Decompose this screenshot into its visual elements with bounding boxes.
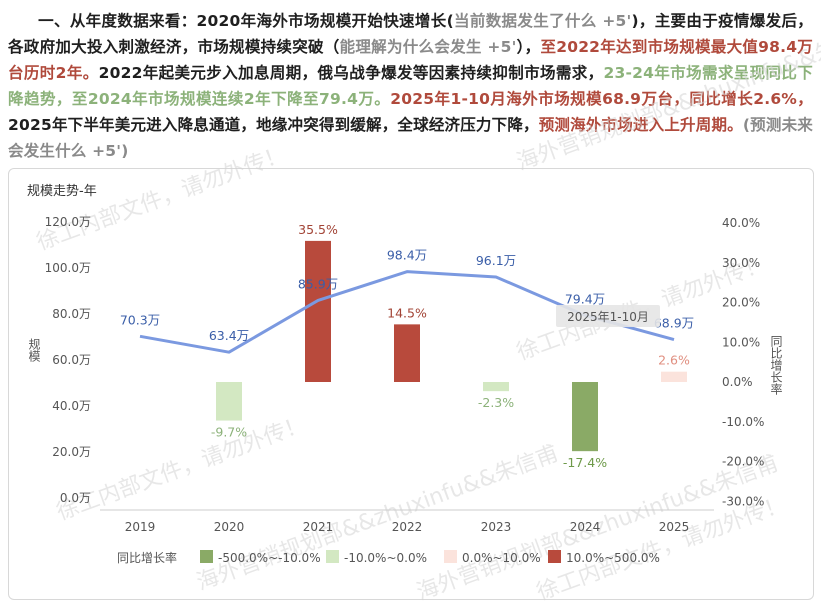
growth-bar: [216, 382, 242, 421]
growth-bar-label: 35.5%: [298, 222, 338, 237]
left-axis-tick: 120.0万: [45, 215, 91, 229]
x-axis-tick: 2024: [570, 520, 601, 534]
watermark-text: 海外营销规划部&&zhuxinfu&&朱信甫: [514, 21, 821, 175]
legend-item-label: -500.0%~-10.0%: [218, 551, 321, 565]
x-axis-tick: 2025: [659, 520, 690, 534]
growth-bar-label: -2.3%: [478, 395, 514, 410]
x-axis-tick: 2021: [303, 520, 334, 534]
paragraph-segment: 预测海外市场进入上升周期。: [538, 116, 743, 134]
right-axis-tick: -30.0%: [722, 494, 764, 508]
paragraph-segment: 2025年下半年美元进入降息通道，地缘冲突得到缓解，全球经济压力下降，: [8, 116, 539, 134]
paragraph-segment: (预测未来会发生什么 +5'): [8, 116, 813, 160]
x-axis-tick: 2020: [214, 520, 245, 534]
left-axis-title: 规模: [27, 337, 41, 362]
growth-bar: [661, 371, 687, 382]
growth-bar: [572, 382, 598, 452]
chart-frame: [8, 168, 814, 600]
x-axis-tick: 2019: [125, 520, 156, 534]
left-axis-tick: 80.0万: [52, 307, 91, 321]
growth-bar-label: -17.4%: [563, 455, 607, 470]
x-axis-tick: 2023: [481, 520, 512, 534]
paragraph-segment: 能理解为什么会发生 +5': [339, 38, 517, 56]
watermark-text: 徐工内部文件，请勿外传！: [34, 142, 291, 256]
scale-label: 85.9万: [298, 276, 338, 291]
paragraph-segment: ），: [516, 38, 541, 56]
paragraph-segment: 2022年起美元步入加息周期，俄乌战争爆发等因素持续抑制市场需求，: [98, 64, 604, 82]
legend-swatch: [326, 550, 339, 563]
summary-paragraph: 一、从年度数据来看：2020年海外市场规模开始快速增长(当前数据发生了什么 +5…: [8, 8, 813, 164]
watermark-text: 徐工内部文件，请勿外传！: [54, 412, 311, 526]
growth-bar-label: 14.5%: [387, 305, 427, 320]
growth-bar: [483, 382, 509, 392]
paragraph-segment: 一、从年度数据来看：2020年海外市场规模开始快速增长(: [38, 12, 454, 30]
legend-title: 同比增长率: [117, 550, 177, 565]
left-axis-tick: 100.0万: [45, 261, 91, 275]
scale-label: 63.4万: [209, 328, 249, 343]
left-axis-tick: 60.0万: [52, 353, 91, 367]
paragraph-segment: 23-24年市场需求呈现同比下降趋势，至2024年市场规模连续2年下降至79.4…: [8, 64, 813, 108]
left-axis-tick: 40.0万: [52, 399, 91, 413]
scale-label: 98.4万: [387, 248, 427, 263]
paragraph-segment: 2025年1-10月海外市场规模68.9万台，同比增长2.6%，: [390, 90, 813, 108]
growth-bar: [394, 324, 420, 382]
legend-swatch: [548, 550, 561, 563]
legend-item-label: -10.0%~0.0%: [344, 551, 427, 565]
chart-title: 规模走势-年: [27, 184, 97, 199]
annotation-text: 2025年1-10月: [567, 310, 649, 324]
annotation-box: [556, 305, 660, 327]
x-axis-tick: 2022: [392, 520, 423, 534]
right-axis-title: 同比增长率: [769, 335, 783, 395]
legend-item-label: 0.0%~10.0%: [462, 551, 541, 565]
scale-label: 68.9万: [654, 316, 694, 331]
left-axis-tick: 20.0万: [52, 445, 91, 459]
right-axis-tick: -10.0%: [722, 415, 764, 429]
right-axis-tick: -20.0%: [722, 455, 764, 469]
legend-swatch: [444, 550, 457, 563]
legend-item-label: 10.0%~500.0%: [566, 551, 660, 565]
right-axis-tick: 0.0%: [722, 375, 753, 389]
right-axis-tick: 10.0%: [722, 335, 760, 349]
legend-swatch: [200, 550, 213, 563]
growth-bar: [305, 240, 331, 382]
right-axis-tick: 30.0%: [722, 256, 760, 270]
scale-label: 70.3万: [120, 312, 160, 327]
paragraph-segment: 至2022年达到市场规模最大值98.4万台历时2年。: [8, 38, 813, 82]
scale-label: 79.4万: [565, 291, 605, 306]
right-axis-tick: 20.0%: [722, 296, 760, 310]
left-axis-tick: 0.0万: [60, 491, 91, 505]
right-axis-tick: 40.0%: [722, 216, 760, 230]
paragraph-segment: 当前数据发生了什么 +5': [453, 12, 632, 30]
scale-label: 96.1万: [476, 253, 516, 268]
growth-bar-label: -9.7%: [211, 425, 247, 440]
growth-bar-label: 2.6%: [658, 353, 690, 368]
paragraph-segment: )，主要由于疫情爆发后，各政府加大投入刺激经济，市场规模持续突破（: [8, 12, 813, 56]
